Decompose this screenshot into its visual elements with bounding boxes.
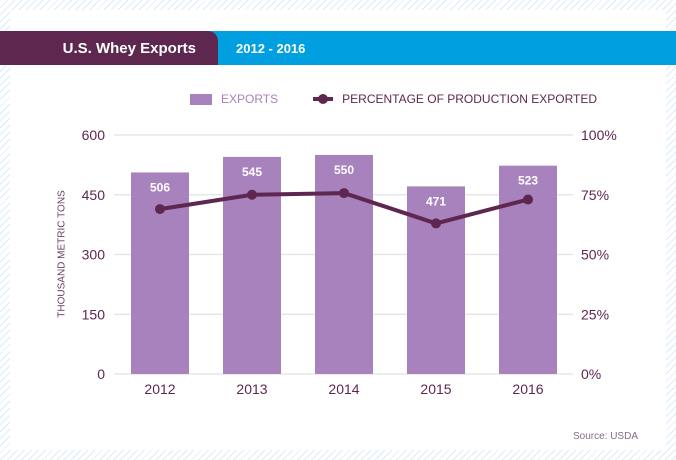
bar-data-label: 550: [334, 163, 354, 177]
y-tick-label: 600: [82, 127, 106, 143]
y-tick-label: 0: [97, 366, 105, 382]
line-point: [247, 189, 257, 200]
header-range: 2012 - 2016: [218, 31, 676, 65]
chart-title: U.S. Whey Exports: [0, 31, 218, 65]
y2-tick-label: 25%: [581, 306, 609, 322]
bar-exports: [315, 154, 373, 374]
y-tick-label: 150: [82, 306, 106, 322]
bar-data-label: 471: [426, 194, 446, 208]
bar-exports: [407, 186, 465, 374]
y2-tick-label: 50%: [581, 247, 609, 263]
y-tick-label: 450: [82, 187, 106, 203]
x-tick-label: 2015: [420, 381, 451, 397]
line-point: [431, 218, 441, 229]
source-note: Source: USDA: [572, 431, 638, 442]
y2-tick-label: 100%: [581, 127, 617, 143]
y2-tick-label: 0%: [581, 366, 601, 382]
legend-swatch-exports: [190, 93, 212, 105]
bar-exports: [223, 156, 281, 374]
y2-tick-label: 75%: [581, 187, 609, 203]
legend-label-exports: EXPORTS: [221, 92, 279, 106]
y-tick-label: 300: [82, 247, 106, 263]
x-tick-label: 2013: [236, 381, 267, 397]
x-tick-label: 2014: [328, 381, 359, 397]
legend: EXPORTS PERCENTAGE OF PRODUCTION EXPORTE…: [190, 92, 597, 106]
x-tick-label: 2016: [512, 381, 543, 397]
bar-data-label: 523: [518, 174, 538, 188]
bar-data-label: 545: [242, 165, 262, 179]
line-point: [155, 204, 165, 215]
x-tick-label: 2012: [144, 381, 175, 397]
bar-exports: [131, 172, 189, 374]
legend-label-percentage: PERCENTAGE OF PRODUCTION EXPORTED: [342, 92, 598, 106]
bar-data-label: 506: [150, 180, 170, 194]
line-point: [523, 194, 533, 205]
line-point: [339, 188, 349, 199]
legend-line-marker-icon: [313, 94, 334, 104]
